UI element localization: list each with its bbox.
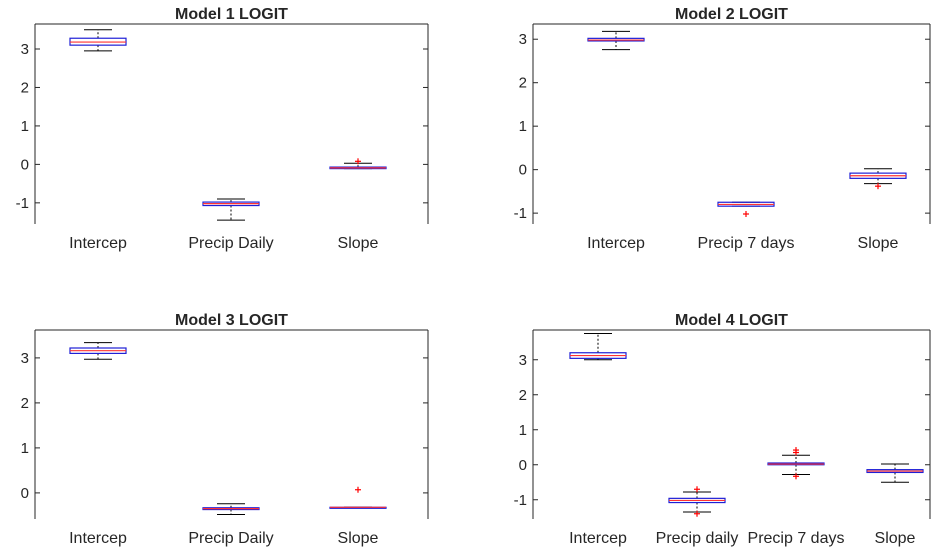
x-category-label: Intercep	[569, 530, 627, 547]
y-tick-label: 2	[21, 79, 29, 96]
x-category-label: Intercep	[69, 530, 127, 547]
y-tick-label: 1	[519, 118, 527, 135]
box-2	[717, 201, 775, 217]
y-tick-label: 2	[519, 387, 527, 404]
x-category-label: Precip 7 days	[748, 530, 845, 547]
x-category-label: Intercep	[69, 235, 127, 252]
y-tick-label: 0	[519, 162, 527, 179]
chart-title: Model 1 LOGIT	[175, 6, 288, 23]
x-category-label: Precip Daily	[188, 530, 273, 547]
box-2	[668, 486, 726, 517]
x-category-label: Slope	[338, 235, 379, 252]
y-tick-label: -1	[514, 492, 527, 509]
box-3	[329, 158, 387, 170]
chart-title: Model 2 LOGIT	[675, 6, 788, 23]
box-2	[202, 503, 260, 515]
x-category-label: Slope	[858, 235, 899, 252]
chart-title: Model 4 LOGIT	[675, 312, 788, 329]
y-tick-label: 0	[519, 457, 527, 474]
y-tick-label: 0	[21, 156, 29, 173]
x-category-label: Precip 7 days	[698, 235, 795, 252]
y-tick-label: -1	[16, 195, 29, 212]
box-3	[329, 486, 387, 509]
box-3	[849, 168, 907, 190]
x-category-label: Slope	[875, 530, 916, 547]
y-tick-label: -1	[514, 205, 527, 222]
x-category-label: Precip Daily	[188, 235, 273, 252]
y-tick-label: 3	[21, 350, 29, 367]
panel-4: Model 4 LOGIT -1 0 1 2 3 Intercep Precip daily P…	[514, 312, 931, 547]
y-tick-label: 3	[519, 352, 527, 369]
box-4	[866, 463, 924, 483]
y-tick-label: 3	[519, 31, 527, 48]
y-tick-label: 1	[519, 422, 527, 439]
x-category-label: Intercep	[587, 235, 645, 252]
box-2	[202, 198, 260, 221]
box-1	[569, 333, 627, 361]
panel-3: Model 3 LOGIT 0 1 2 3 Intercep Precip Daily Slo…	[21, 312, 429, 547]
y-tick-label: 1	[21, 440, 29, 457]
y-tick-label: 3	[21, 41, 29, 58]
y-tick-label: 1	[21, 118, 29, 135]
chart-title: Model 3 LOGIT	[175, 312, 288, 329]
box-3	[767, 447, 825, 480]
panel-1: Model 1 LOGIT -1 0 1 2 3 Intercep Precip Daily S…	[16, 6, 429, 252]
y-tick-label: 2	[519, 75, 527, 92]
box-1	[69, 342, 127, 360]
y-tick-label: 0	[21, 485, 29, 502]
panel-2: Model 2 LOGIT -1 0 1 2 3 Intercep Precip 7 days…	[514, 6, 931, 252]
y-tick-label: 2	[21, 395, 29, 412]
box-1	[69, 29, 127, 52]
x-category-label: Precip daily	[656, 530, 739, 547]
x-category-label: Slope	[338, 530, 379, 547]
box-1	[587, 30, 645, 51]
